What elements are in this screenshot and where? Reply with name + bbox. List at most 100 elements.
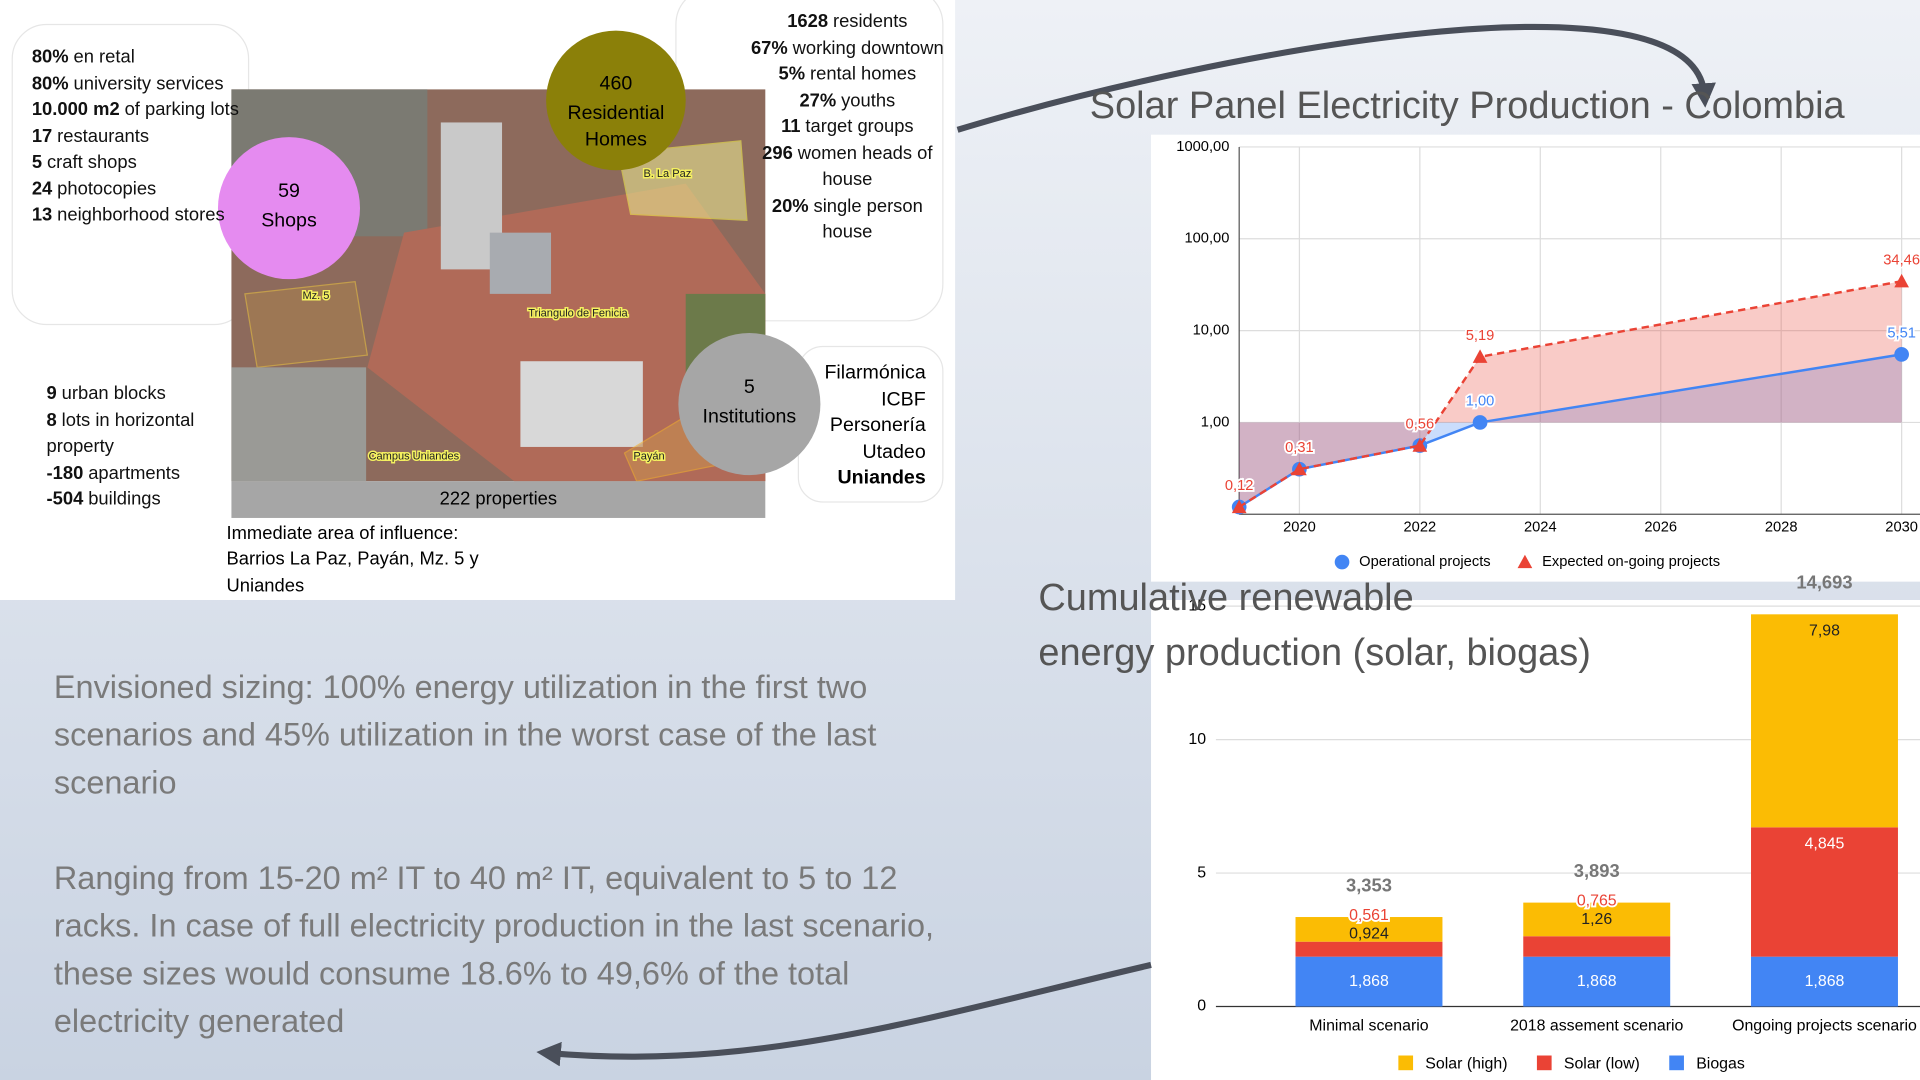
value-label: 0,31 (1285, 440, 1314, 456)
list-item: 80% university services (32, 70, 243, 96)
institution: Personería (829, 415, 926, 436)
y-tick-label: 15 (1188, 597, 1206, 614)
item-text: neighborhood stores (57, 204, 225, 226)
badge-number: 5 (743, 377, 755, 398)
total-label: 3,893 (1574, 860, 1620, 881)
value-label: 7,98 (1809, 623, 1840, 640)
legend-marker (1669, 1055, 1684, 1071)
item-number: 80% (31, 72, 69, 94)
x-tick-label: Ongoing projects scenario (1732, 1017, 1917, 1034)
properties: 222 properties (440, 487, 557, 508)
institution: Uniandes (837, 467, 926, 489)
list-item: 24 photocopies (32, 176, 243, 202)
item-number: 17 (31, 125, 53, 147)
x-tick-label: 2018 assement scenario (1510, 1017, 1683, 1034)
item-text: lots in horizontal property (46, 409, 195, 457)
y-tick-label: 5 (1197, 864, 1206, 881)
value-label: 4,845 (1805, 836, 1845, 853)
item-number: 11 (781, 116, 801, 138)
y-tick-label: 1,00 (1201, 414, 1230, 430)
item-text: working downtown (792, 37, 944, 59)
x-tick-label: Minimal scenario (1309, 1017, 1428, 1034)
item-text: craft shops (46, 151, 137, 173)
info-list: 9 urban blocks 8 lots in horizontal propert… (47, 381, 218, 513)
paragraph: Envisioned sizing: 100% energy utilizati… (53, 668, 877, 801)
y-tick-label: 100,00 (1184, 231, 1229, 247)
caption-detail: Barrios La Paz, Payán, Mz. 5 y Uniandes (226, 548, 479, 597)
badge-number: 460 (599, 73, 633, 95)
item-number: 296 (762, 142, 793, 164)
institution: ICBF (881, 388, 926, 410)
bar-segment (1295, 941, 1443, 957)
institution: Filarmónica (824, 362, 926, 384)
legend-marker (1398, 1055, 1414, 1071)
point (1894, 347, 1909, 362)
badge-label: Residential Homes (567, 102, 665, 151)
map-label: Mz. 5 (302, 290, 329, 302)
item-number: 9 (46, 383, 57, 405)
point (1472, 415, 1488, 430)
list-item: 5 craft shops (32, 149, 243, 175)
list-item: 13 neighborhood stores (32, 202, 243, 228)
value-label: 1,868 (1577, 973, 1617, 990)
item-number: 5% (778, 63, 806, 85)
point (1292, 461, 1307, 476)
item-text: youths (841, 90, 896, 111)
total-label: 14,693 (1796, 572, 1852, 593)
item-number: 8 (46, 409, 57, 431)
point (1472, 349, 1488, 363)
value-label: 34,46 (1883, 252, 1920, 268)
arrow (956, 23, 1716, 133)
item-text: restaurants (57, 125, 150, 147)
bar-segment (1751, 614, 1898, 828)
value-label: 0,56 (1406, 417, 1435, 433)
info-list: 1628 residents 67% working downtown 5% rental… (749, 9, 945, 246)
y-tick-label: 10 (1188, 731, 1206, 748)
value-label: 0,765 (1577, 893, 1617, 910)
paragraphs: Envisioned sizing: 100% energy utilizati… (54, 664, 985, 1080)
value-label: 1,26 (1581, 911, 1612, 928)
caption: Immediate area of influence: (226, 522, 459, 544)
item-text: apartments (88, 462, 181, 484)
bar-segment (1295, 956, 1443, 1007)
chart-title: energy production (solar, biogas) (1038, 632, 1591, 674)
item-number: 20% (771, 195, 809, 217)
circle-badge (546, 30, 686, 171)
map-label: Triangulo de Fenicia (528, 307, 628, 319)
x-tick-label: 2022 (1404, 520, 1437, 536)
area-shade (1239, 354, 1902, 508)
value-label: 1,868 (1349, 973, 1389, 990)
item-text: buildings (88, 488, 161, 510)
x-tick-label: 2024 (1524, 520, 1557, 536)
item-text: of parking lots (124, 99, 239, 121)
bar-segment (1523, 936, 1671, 957)
value-label: 5,19 (1466, 328, 1495, 344)
bar-segment (1523, 902, 1671, 937)
circle-badge (678, 333, 821, 476)
map-label: Payán (633, 451, 664, 463)
total-label: 3,353 (1346, 874, 1392, 895)
map-footer (231, 481, 766, 518)
value-label: 1,00 (1466, 394, 1495, 410)
legend-label: Expected on-going projects (1542, 554, 1720, 570)
map-image (231, 89, 766, 482)
item-number: 5 (31, 151, 43, 173)
bar-segment (1295, 917, 1443, 942)
map-label: Campus Uniandes (369, 451, 460, 463)
item-number: 13 (31, 204, 53, 226)
map-label: B. La Paz (643, 168, 691, 180)
area-shade (1239, 281, 1902, 508)
y-tick-label: 0 (1197, 998, 1206, 1015)
item-text: urban blocks (61, 383, 166, 405)
x-tick-label: 2028 (1765, 520, 1798, 536)
legend-marker (1517, 554, 1533, 569)
item-text: photocopies (57, 178, 157, 199)
item-number: -504 (46, 488, 84, 510)
badge-label: Institutions (702, 406, 797, 428)
item-number: 10.000 m2 (31, 99, 120, 121)
list-item: 27% youths (749, 88, 945, 114)
circle-badge (217, 137, 361, 280)
